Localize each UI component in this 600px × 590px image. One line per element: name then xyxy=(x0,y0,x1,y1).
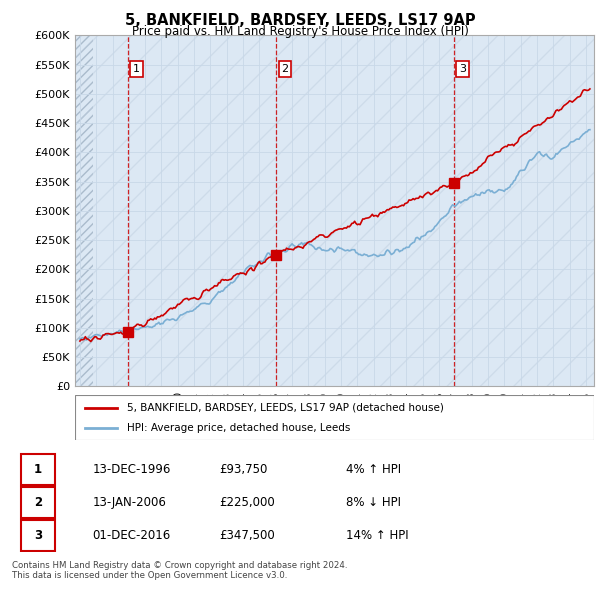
Text: 3: 3 xyxy=(459,64,466,74)
Text: Contains HM Land Registry data © Crown copyright and database right 2024.: Contains HM Land Registry data © Crown c… xyxy=(12,560,347,569)
Text: 3: 3 xyxy=(34,529,42,542)
Text: 5, BANKFIELD, BARDSEY, LEEDS, LS17 9AP (detached house): 5, BANKFIELD, BARDSEY, LEEDS, LS17 9AP (… xyxy=(127,403,444,412)
Text: £93,750: £93,750 xyxy=(220,463,268,476)
Bar xyxy=(20,520,55,550)
Text: 1: 1 xyxy=(133,64,140,74)
Text: £225,000: £225,000 xyxy=(220,496,275,509)
Text: 01-DEC-2016: 01-DEC-2016 xyxy=(92,529,171,542)
Text: 8% ↓ HPI: 8% ↓ HPI xyxy=(346,496,401,509)
Text: 2: 2 xyxy=(281,64,289,74)
Bar xyxy=(20,454,55,484)
Bar xyxy=(75,35,93,386)
Bar xyxy=(20,487,55,517)
Text: Price paid vs. HM Land Registry's House Price Index (HPI): Price paid vs. HM Land Registry's House … xyxy=(131,25,469,38)
Text: 5, BANKFIELD, BARDSEY, LEEDS, LS17 9AP: 5, BANKFIELD, BARDSEY, LEEDS, LS17 9AP xyxy=(125,13,475,28)
Text: This data is licensed under the Open Government Licence v3.0.: This data is licensed under the Open Gov… xyxy=(12,571,287,580)
Text: £347,500: £347,500 xyxy=(220,529,275,542)
Text: 1: 1 xyxy=(34,463,42,476)
Text: 13-DEC-1996: 13-DEC-1996 xyxy=(92,463,171,476)
Text: 4% ↑ HPI: 4% ↑ HPI xyxy=(346,463,401,476)
Text: 14% ↑ HPI: 14% ↑ HPI xyxy=(346,529,409,542)
Text: 13-JAN-2006: 13-JAN-2006 xyxy=(92,496,167,509)
Text: 2: 2 xyxy=(34,496,42,509)
Text: HPI: Average price, detached house, Leeds: HPI: Average price, detached house, Leed… xyxy=(127,424,350,434)
